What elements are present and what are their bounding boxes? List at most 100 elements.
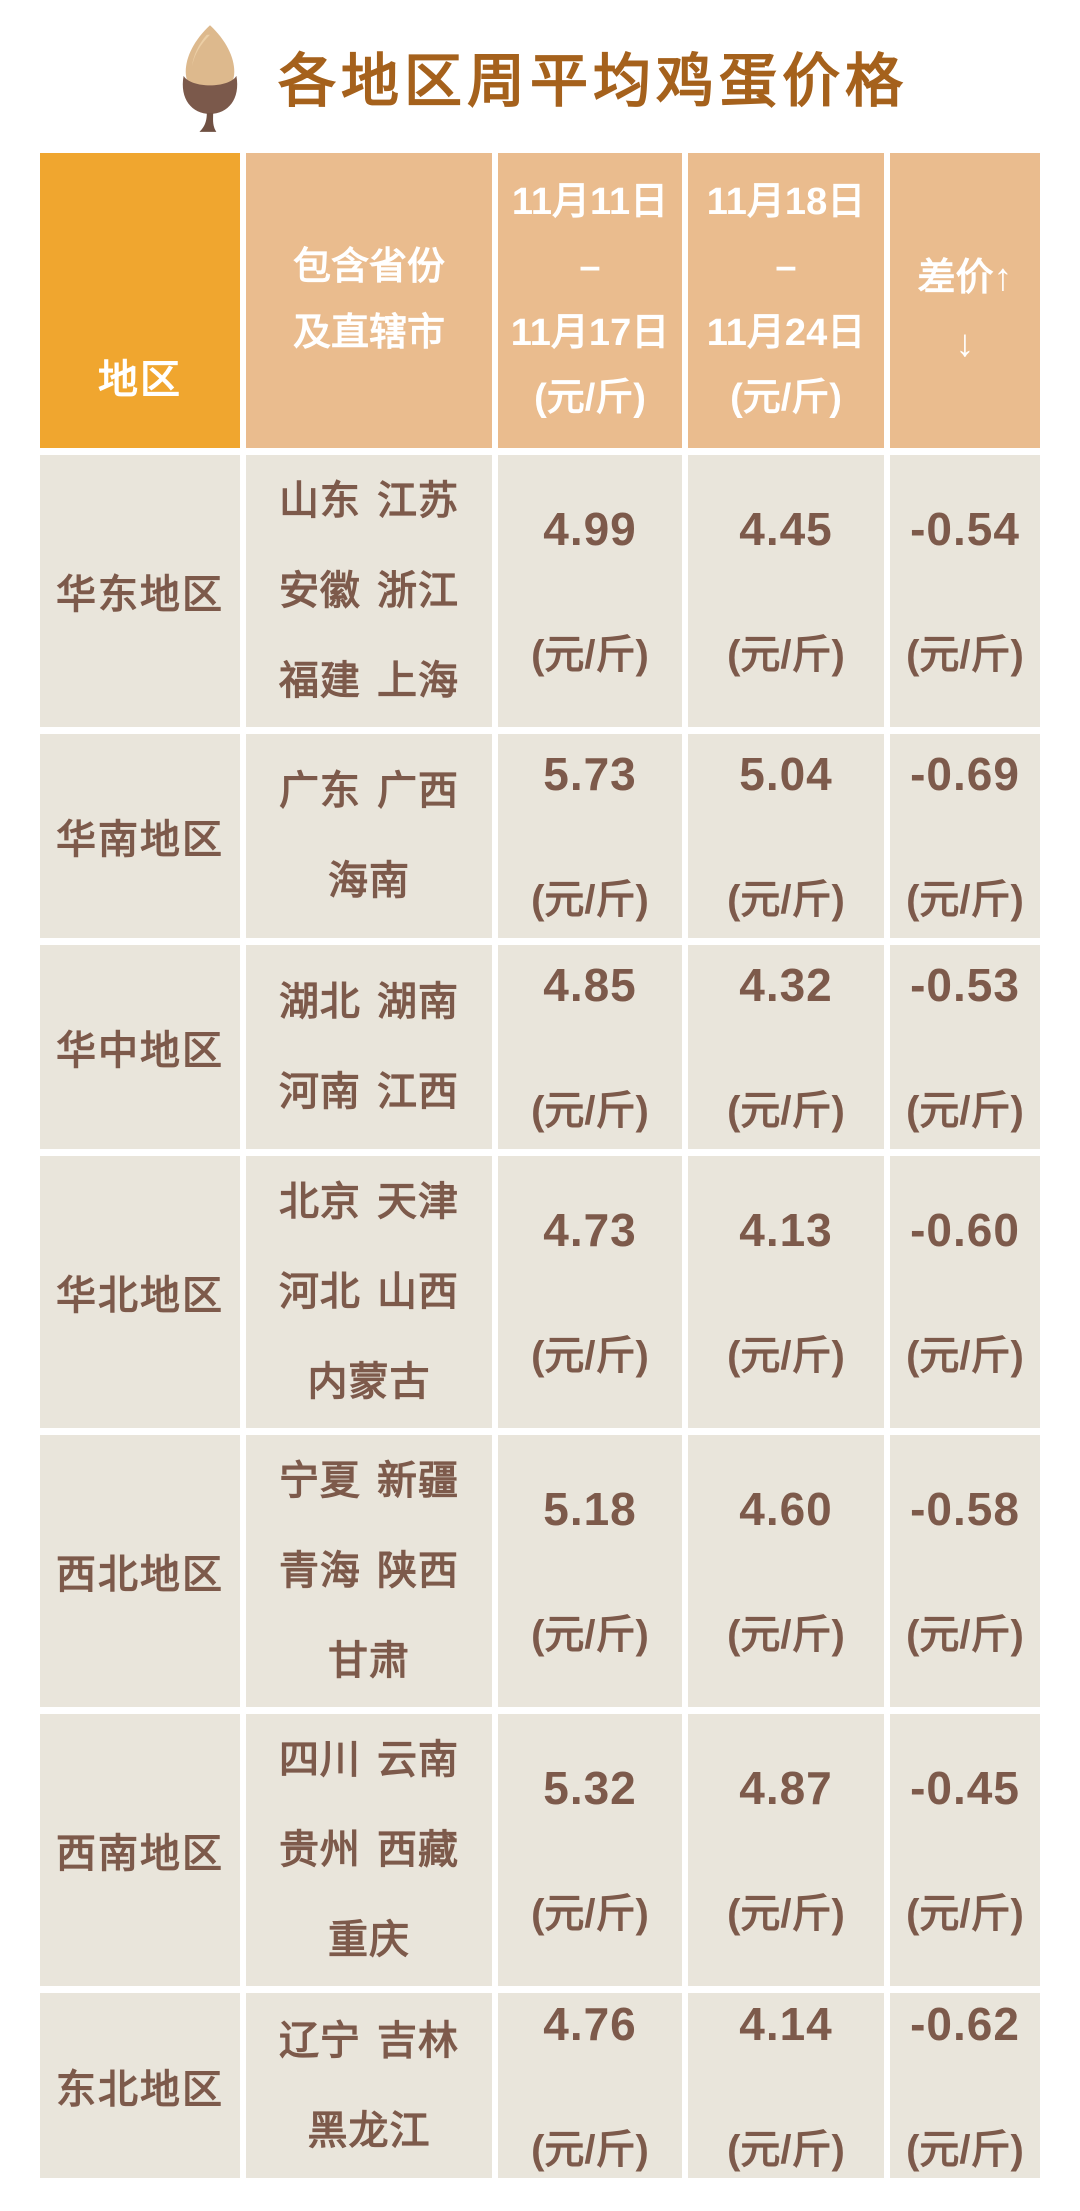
price-value: 5.73 <box>543 748 637 800</box>
price-value: 4.13 <box>739 1204 833 1256</box>
price-value: 4.32 <box>739 959 833 1011</box>
price-unit: (元/斤) <box>531 1334 649 1378</box>
header-provinces: 包含省份 及直辖市 <box>246 153 492 448</box>
diff-cell: -0.60 (元/斤) <box>890 1156 1040 1428</box>
header-provinces-label: 包含省份 及直辖市 <box>292 246 445 354</box>
price-unit: (元/斤) <box>531 2127 649 2172</box>
diff-value: -0.62 <box>910 1997 1020 2050</box>
week2-price-cell: 5.04 (元/斤) <box>688 734 884 938</box>
price-unit: (元/斤) <box>906 1334 1024 1378</box>
week1-price-cell: 4.73 (元/斤) <box>498 1156 682 1428</box>
week1-price-cell: 5.18 (元/斤) <box>498 1435 682 1707</box>
provinces-cell: 广东 广西 海南 <box>246 734 492 938</box>
price-unit: (元/斤) <box>531 633 649 677</box>
diff-cell: -0.58 (元/斤) <box>890 1435 1040 1707</box>
week2-price-cell: 4.45 (元/斤) <box>688 455 884 727</box>
table-row-dongbei: 东北地区 辽宁 吉林 黑龙江 4.76 (元/斤) 4.14 (元/斤) -0.62… <box>40 1993 1040 2178</box>
price-unit: (元/斤) <box>531 1089 649 1133</box>
week2-price-cell: 4.87 (元/斤) <box>688 1714 884 1986</box>
diff-value: -0.54 <box>910 503 1020 555</box>
provinces-list: 宁夏 新疆 青海 陕西 甘肃 <box>278 1459 460 1683</box>
price-unit: (元/斤) <box>727 1089 845 1133</box>
diff-value: -0.53 <box>910 959 1020 1011</box>
region-name: 华中地区 <box>40 945 240 1149</box>
diff-value: -0.60 <box>910 1204 1020 1256</box>
provinces-cell: 山东 江苏 安徽 浙江 福建 上海 <box>246 455 492 727</box>
price-value: 4.76 <box>543 1997 637 2050</box>
header-week2-label: 11月18日 – 11月24日 (元/斤) <box>706 180 866 419</box>
week2-price-cell: 4.13 (元/斤) <box>688 1156 884 1428</box>
price-unit: (元/斤) <box>906 1089 1024 1133</box>
week1-price-cell: 4.76 (元/斤) <box>498 1993 682 2178</box>
price-value: 5.04 <box>739 748 833 800</box>
price-unit: (元/斤) <box>531 878 649 922</box>
price-value: 4.73 <box>543 1204 637 1256</box>
header-region: 地区 <box>40 153 240 448</box>
provinces-cell: 四川 云南 贵州 西藏 重庆 <box>246 1714 492 1986</box>
price-unit: (元/斤) <box>906 878 1024 922</box>
week2-price-cell: 4.14 (元/斤) <box>688 1993 884 2178</box>
provinces-cell: 湖北 湖南 河南 江西 <box>246 945 492 1149</box>
provinces-cell: 辽宁 吉林 黑龙江 <box>246 1993 492 2178</box>
price-unit: (元/斤) <box>727 878 845 922</box>
week2-price-cell: 4.60 (元/斤) <box>688 1435 884 1707</box>
price-unit: (元/斤) <box>531 1613 649 1657</box>
price-unit: (元/斤) <box>906 633 1024 677</box>
region-name: 华东地区 <box>40 455 240 727</box>
region-name: 西北地区 <box>40 1435 240 1707</box>
acorn-icon <box>182 25 238 132</box>
table-row-xinan: 西南地区 四川 云南 贵州 西藏 重庆 5.32 (元/斤) 4.87 (元/斤) … <box>40 1714 1040 1986</box>
price-unit: (元/斤) <box>906 1892 1024 1936</box>
price-value: 4.45 <box>739 503 833 555</box>
diff-cell: -0.45 (元/斤) <box>890 1714 1040 1986</box>
diff-value: -0.45 <box>910 1762 1020 1814</box>
price-value: 4.85 <box>543 959 637 1011</box>
price-value: 4.14 <box>739 1997 833 2050</box>
price-unit: (元/斤) <box>906 2127 1024 2172</box>
price-value: 4.99 <box>543 503 637 555</box>
provinces-list: 北京 天津 河北 山西 内蒙古 <box>278 1180 460 1404</box>
region-name: 西南地区 <box>40 1714 240 1986</box>
week1-price-cell: 5.32 (元/斤) <box>498 1714 682 1986</box>
table-body: 华东地区 山东 江苏 安徽 浙江 福建 上海 4.99 (元/斤) 4.45 (元/… <box>40 455 1040 2178</box>
diff-value: -0.58 <box>910 1483 1020 1535</box>
week1-price-cell: 4.99 (元/斤) <box>498 455 682 727</box>
week1-price-cell: 5.73 (元/斤) <box>498 734 682 938</box>
page-title: 各地区周平均鸡蛋价格 <box>277 49 908 114</box>
region-name: 华南地区 <box>40 734 240 938</box>
price-unit: (元/斤) <box>727 633 845 677</box>
provinces-list: 山东 江苏 安徽 浙江 福建 上海 <box>278 479 460 703</box>
provinces-list: 湖北 湖南 河南 江西 <box>278 980 460 1114</box>
header-row: 地区 包含省份 及直辖市 11月11日 – 11月17日 (元/斤) 11月18… <box>40 153 1040 448</box>
table-row-huabei: 华北地区 北京 天津 河北 山西 内蒙古 4.73 (元/斤) 4.13 (元/斤)… <box>40 1156 1040 1428</box>
price-value: 4.60 <box>739 1483 833 1535</box>
header-diff: 差价↑ ↓ <box>890 153 1040 448</box>
diff-cell: -0.53 (元/斤) <box>890 945 1040 1149</box>
price-unit: (元/斤) <box>727 2127 845 2172</box>
provinces-cell: 宁夏 新疆 青海 陕西 甘肃 <box>246 1435 492 1707</box>
week2-price-cell: 4.32 (元/斤) <box>688 945 884 1149</box>
region-name: 华北地区 <box>40 1156 240 1428</box>
header-week1-label: 11月11日 – 11月17日 (元/斤) <box>510 180 670 419</box>
diff-cell: -0.54 (元/斤) <box>890 455 1040 727</box>
diff-cell: -0.62 (元/斤) <box>890 1993 1040 2178</box>
provinces-list: 广东 广西 海南 <box>278 769 460 903</box>
price-unit: (元/斤) <box>727 1334 845 1378</box>
diff-value: -0.69 <box>910 748 1020 800</box>
price-value: 5.18 <box>543 1483 637 1535</box>
price-value: 5.32 <box>543 1762 637 1814</box>
provinces-list: 四川 云南 贵州 西藏 重庆 <box>278 1738 460 1962</box>
provinces-cell: 北京 天津 河北 山西 内蒙古 <box>246 1156 492 1428</box>
price-unit: (元/斤) <box>531 1892 649 1936</box>
table-header: 地区 包含省份 及直辖市 11月11日 – 11月17日 (元/斤) 11月18… <box>40 153 1040 448</box>
table-row-huazhong: 华中地区 湖北 湖南 河南 江西 4.85 (元/斤) 4.32 (元/斤) -0.… <box>40 945 1040 1149</box>
price-unit: (元/斤) <box>727 1892 845 1936</box>
diff-cell: -0.69 (元/斤) <box>890 734 1040 938</box>
header-diff-label: 差价↑ ↓ <box>917 257 1013 365</box>
page-header: 各地区周平均鸡蛋价格 <box>0 0 1080 146</box>
price-value: 4.87 <box>739 1762 833 1814</box>
table-row-huadong: 华东地区 山东 江苏 安徽 浙江 福建 上海 4.99 (元/斤) 4.45 (元/… <box>40 455 1040 727</box>
header-week1: 11月11日 – 11月17日 (元/斤) <box>498 153 682 448</box>
region-name: 东北地区 <box>40 1993 240 2178</box>
egg-price-table: 地区 包含省份 及直辖市 11月11日 – 11月17日 (元/斤) 11月18… <box>34 146 1046 2185</box>
